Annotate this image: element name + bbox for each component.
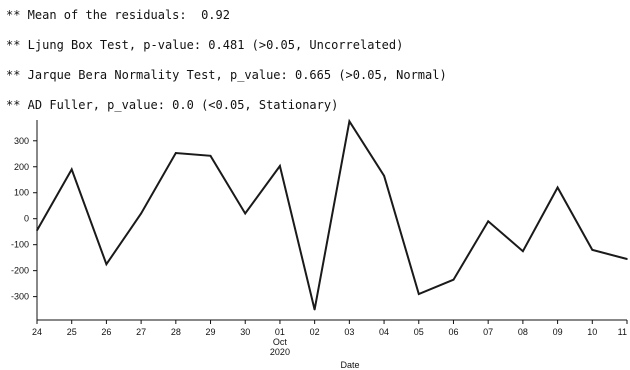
x-tick-label: 03: [344, 327, 354, 337]
x-tick-label: 08: [518, 327, 528, 337]
x-tick-label: 27: [136, 327, 146, 337]
x-tick-label: 26: [101, 327, 111, 337]
y-tick-label: 0: [24, 214, 29, 224]
data-point: [279, 165, 281, 167]
y-tick-label: 300: [14, 136, 29, 146]
x-tick-label: 02: [310, 327, 320, 337]
x-tick-label: 30: [240, 327, 250, 337]
x-tick-label: 09: [553, 327, 563, 337]
ljung-box-line: ** Ljung Box Test, p-value: 0.481 (>0.05…: [6, 38, 404, 52]
chart-axes: [33, 120, 628, 324]
x-tick-label: 01: [275, 327, 285, 337]
data-point: [556, 186, 559, 189]
data-point: [313, 308, 316, 311]
data-point: [522, 250, 524, 252]
y-tick-label: -100: [11, 240, 29, 250]
data-point: [417, 293, 420, 295]
chart-series: [36, 118, 628, 311]
data-point: [383, 175, 385, 177]
data-point: [244, 212, 247, 215]
jarque-bera-line: ** Jarque Bera Normality Test, p_value: …: [6, 68, 447, 82]
data-point: [591, 249, 594, 251]
chart-labels: 300 200 100 0 -100 -200 -300 24 25 26 27 28 29 30 01Oc…: [11, 136, 627, 370]
data-point: [175, 152, 177, 154]
data-point: [209, 155, 212, 157]
data-point: [140, 212, 142, 215]
data-point: [348, 120, 351, 123]
x-tick-sublabel: Oct: [273, 337, 288, 347]
x-tick-label: 25: [67, 327, 77, 337]
x-tick-label: 05: [414, 327, 424, 337]
data-point: [70, 168, 73, 171]
x-axis-label: Date: [340, 360, 359, 370]
data-point: [626, 258, 628, 260]
x-tick-sublabel: 2020: [270, 347, 290, 357]
y-tick-label: 100: [14, 188, 29, 198]
residuals-series-line: [36, 118, 628, 310]
x-tick-label: 29: [206, 327, 216, 337]
x-tick-label: 24: [32, 327, 42, 337]
y-tick-label: -300: [11, 292, 29, 302]
y-tick-label: 200: [14, 162, 29, 172]
residual-mean-line: ** Mean of the residuals: 0.92: [6, 8, 230, 22]
data-point: [452, 278, 455, 281]
x-tick-label: 10: [587, 327, 597, 337]
x-tick-label: 11: [618, 327, 627, 337]
x-tick-label: 06: [448, 327, 458, 337]
ad-fuller-line: ** AD Fuller, p_value: 0.0 (<0.05, Stati…: [6, 98, 339, 112]
data-point: [105, 263, 108, 265]
data-point: [487, 220, 489, 223]
data-point: [36, 229, 38, 232]
x-tick-label: 04: [379, 327, 389, 337]
y-tick-label: -200: [11, 266, 29, 276]
x-tick-label: 07: [483, 327, 493, 337]
x-tick-label: 28: [171, 327, 181, 337]
